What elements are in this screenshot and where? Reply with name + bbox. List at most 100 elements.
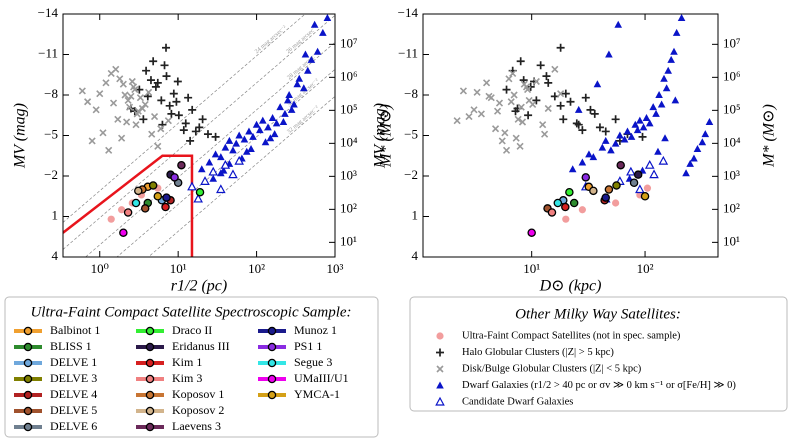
data-point	[561, 89, 570, 98]
data-point	[595, 123, 604, 132]
data-point	[160, 61, 169, 70]
x-axis-label: r1/2 (pc)	[171, 278, 227, 295]
data-point	[157, 96, 166, 105]
data-point	[193, 193, 203, 203]
data-point	[505, 75, 513, 83]
data-point	[167, 109, 176, 118]
legend-marker	[145, 358, 155, 368]
data-point	[109, 99, 118, 107]
legend-marker	[145, 406, 155, 416]
data-point	[184, 93, 193, 102]
data-point	[151, 82, 160, 91]
data-point	[556, 101, 565, 110]
legend-label: Draco II	[172, 323, 212, 337]
x-tick-label: 10¹	[170, 261, 187, 276]
data-point	[114, 115, 122, 123]
data-point	[642, 113, 651, 121]
data-point	[705, 118, 714, 125]
data-point	[319, 28, 327, 36]
data-point	[645, 119, 654, 127]
data-point	[165, 101, 174, 110]
data-point	[211, 150, 220, 158]
y2-tick-label: 10⁵	[723, 101, 741, 116]
data-point	[616, 131, 624, 139]
data-point	[544, 104, 552, 113]
data-point	[539, 121, 547, 129]
legend-marker	[267, 326, 277, 336]
data-point	[272, 119, 281, 127]
data-point	[188, 105, 197, 114]
y2-tick-label: 10⁶	[340, 68, 358, 83]
legend-marker	[145, 374, 155, 384]
data-point	[682, 169, 690, 177]
data-point	[173, 77, 182, 86]
legend-label: DELVE 1	[50, 355, 97, 369]
legend-label: Koposov 2	[172, 403, 224, 417]
data-point	[658, 155, 669, 165]
y-tick-label: 1	[52, 207, 59, 222]
data-point	[234, 155, 244, 165]
data-point	[542, 72, 551, 81]
data-point	[164, 117, 172, 125]
legend-label: DELVE 4	[50, 387, 97, 401]
data-point	[510, 91, 518, 99]
legend-label: UMaIII/U1	[294, 371, 349, 385]
data-point	[601, 193, 610, 202]
legend-label: Kim 3	[172, 371, 202, 385]
data-point	[512, 134, 520, 142]
y-tick-label: −11	[398, 45, 418, 60]
y2-axis-label: M* (M⊙)	[761, 104, 778, 168]
data-point	[654, 147, 662, 155]
data-point	[556, 43, 565, 52]
data-point	[276, 103, 284, 111]
data-point	[134, 107, 142, 115]
data-point	[220, 159, 231, 169]
data-point	[177, 160, 186, 170]
data-point	[501, 129, 509, 137]
legend-label: DELVE 6	[50, 419, 97, 433]
data-point	[228, 169, 238, 179]
data-point	[170, 173, 179, 182]
data-point	[153, 78, 162, 87]
legend-marker	[145, 390, 155, 400]
legend-label: Munoz 1	[294, 323, 337, 337]
data-point	[187, 181, 197, 191]
data-point	[581, 173, 591, 182]
data-point	[693, 145, 702, 152]
data-point	[593, 80, 602, 88]
data-point	[128, 77, 136, 86]
legend-marker	[267, 342, 277, 352]
legend-marker	[23, 422, 33, 432]
data-point	[698, 138, 707, 146]
data-point	[131, 198, 141, 208]
y2-tick-label: 10⁶	[723, 68, 741, 83]
data-point	[205, 158, 214, 166]
data-point	[536, 61, 545, 70]
legend-label: Dwarf Galaxies (r1/2 > 40 pc or σv ≫ 0 k…	[462, 380, 736, 391]
data-point	[141, 100, 149, 109]
y-tick-label: 4	[412, 248, 419, 263]
legend-marker	[436, 365, 444, 373]
data-point	[119, 228, 128, 237]
legend-marker	[145, 422, 155, 432]
x-tick-label: 10¹	[523, 261, 540, 276]
data-point	[518, 118, 527, 126]
data-point	[99, 129, 107, 137]
legend-marker	[436, 348, 444, 357]
data-point	[566, 97, 575, 106]
legend-label: YMCA-1	[294, 387, 340, 401]
data-point	[162, 43, 171, 52]
data-point	[605, 50, 613, 58]
legend-label: Candidate Dwarf Galaxies	[462, 396, 573, 407]
data-point	[145, 88, 153, 96]
data-point	[153, 191, 163, 201]
data-point	[88, 137, 96, 145]
data-point	[216, 184, 226, 194]
data-point	[96, 90, 104, 98]
data-point	[667, 55, 675, 63]
y-tick-label: −8	[44, 86, 58, 101]
legend-marker	[267, 390, 277, 400]
data-point	[154, 142, 162, 150]
data-point	[590, 109, 599, 118]
data-point	[119, 80, 127, 88]
